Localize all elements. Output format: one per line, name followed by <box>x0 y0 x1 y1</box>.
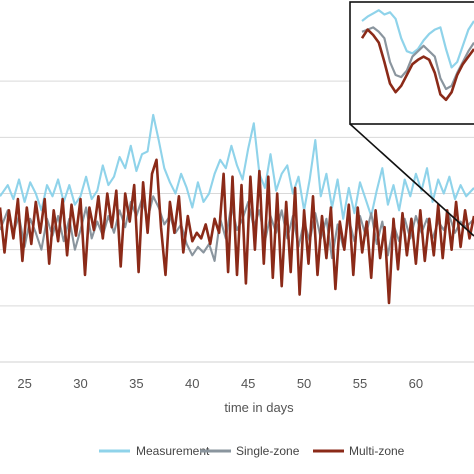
legend-label-multi-zone: Multi-zone <box>349 444 405 458</box>
gridlines <box>0 80 474 363</box>
x-tick-label-30: 30 <box>73 376 87 391</box>
x-tick-label-25: 25 <box>17 376 31 391</box>
legend-label-single-zone: Single-zone <box>236 444 300 458</box>
legend: Measurement Single-zone Multi-zone <box>99 444 405 458</box>
x-tick-label-60: 60 <box>409 376 423 391</box>
inset-zoom <box>349 1 474 237</box>
legend-label-measurement: Measurement <box>136 444 210 458</box>
series-line-multi-zone <box>0 158 474 305</box>
x-axis-title: time in days <box>224 400 294 415</box>
zoom-connector-line <box>349 123 474 237</box>
x-tick-label-40: 40 <box>185 376 199 391</box>
inset-series-lines <box>360 9 474 102</box>
x-tick-label-35: 35 <box>129 376 143 391</box>
x-tick-label-55: 55 <box>353 376 367 391</box>
inset-line-multi-zone <box>360 28 474 102</box>
x-tick-label-45: 45 <box>241 376 255 391</box>
inset-line-measurement <box>361 9 474 69</box>
x-tick-labels: 25 30 35 40 45 50 55 60 <box>17 376 423 391</box>
series-line-measurement <box>0 113 474 220</box>
x-tick-label-50: 50 <box>297 376 311 391</box>
inset-box <box>349 1 474 125</box>
series-lines <box>0 113 474 305</box>
